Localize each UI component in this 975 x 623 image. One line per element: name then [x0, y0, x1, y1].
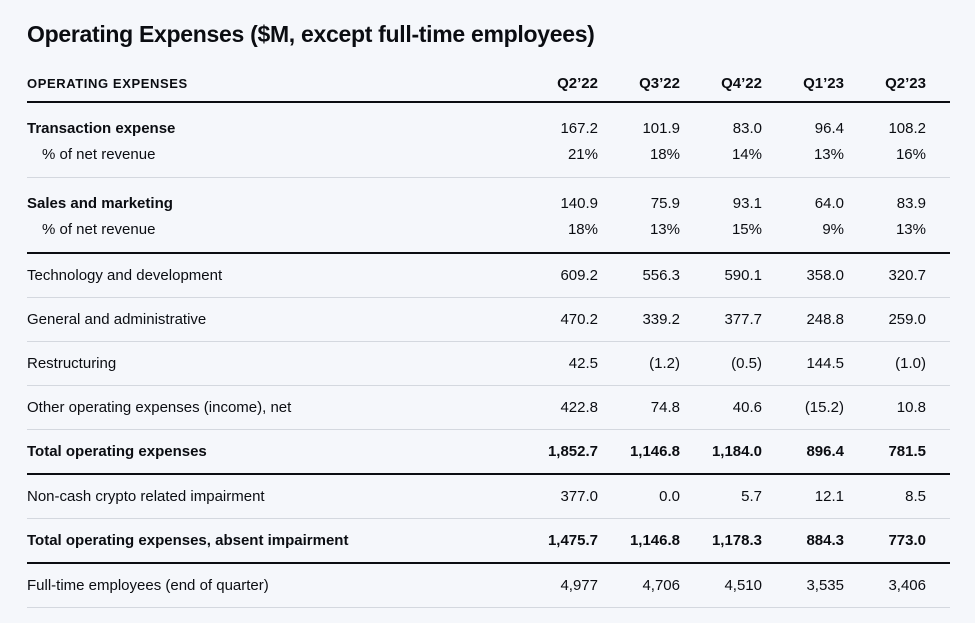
value-cell: 259.0	[888, 311, 926, 328]
table-row: Transaction expense 167.2 101.9 83.0 96.4 108…	[27, 103, 950, 142]
value-cell: 4,706	[642, 577, 680, 594]
operating-expenses-table: OPERATING EXPENSES Q2’22 Q3’22 Q4’22 Q1’…	[27, 74, 950, 608]
value-cell: 1,146.8	[629, 443, 680, 460]
row-label: Non-cash crypto related impairment	[27, 488, 265, 505]
value-cell: 1,146.8	[629, 532, 680, 549]
value-cell: 896.4	[806, 443, 844, 460]
table-body: Transaction expense 167.2 101.9 83.0 96.4 108…	[27, 103, 950, 608]
page-title: Operating Expenses ($M, except full-time…	[27, 21, 595, 47]
value-cell: 3,406	[888, 577, 926, 594]
row-label: % of net revenue	[42, 146, 156, 163]
row-label: Full-time employees (end of quarter)	[27, 577, 269, 594]
value-cell: 83.9	[896, 195, 926, 212]
column-header-q1-23: Q1’23	[803, 75, 844, 92]
table-row: Other operating expenses (income), net 42…	[27, 386, 950, 430]
value-cell: 470.2	[560, 311, 598, 328]
row-label: Restructuring	[27, 355, 117, 372]
value-cell: 3,535	[806, 577, 844, 594]
value-cell: 13%	[895, 221, 926, 238]
table-header-row: OPERATING EXPENSES Q2’22 Q3’22 Q4’22 Q1’…	[27, 74, 950, 103]
row-label: Other operating expenses (income), net	[27, 399, 292, 416]
value-cell: 1,184.0	[711, 443, 762, 460]
table-header-label: OPERATING EXPENSES	[27, 76, 188, 91]
value-cell: 64.0	[814, 195, 844, 212]
value-cell: 15%	[731, 221, 762, 238]
value-cell: 13%	[649, 221, 680, 238]
value-cell: 74.8	[650, 399, 680, 416]
row-label: General and administrative	[27, 311, 207, 328]
value-cell: 140.9	[560, 195, 598, 212]
row-label: Technology and development	[27, 267, 223, 284]
value-cell: (1.2)	[649, 355, 680, 372]
value-cell: 12.1	[814, 488, 844, 505]
value-cell: 42.5	[568, 355, 598, 372]
value-cell: 10.8	[896, 399, 926, 416]
table-row: General and administrative 470.2 339.2 377.…	[27, 298, 950, 342]
value-cell: 167.2	[560, 120, 598, 137]
row-label: % of net revenue	[42, 221, 156, 238]
row-label: Sales and marketing	[27, 195, 173, 212]
table-row: % of net revenue 18% 13% 15% 9% 13%	[27, 217, 950, 254]
value-cell: 884.3	[806, 532, 844, 549]
value-cell: 590.1	[724, 267, 762, 284]
value-cell: 14%	[731, 146, 762, 163]
value-cell: 773.0	[888, 532, 926, 549]
table-row: Non-cash crypto related impairment 377.0 0…	[27, 475, 950, 519]
value-cell: (1.0)	[895, 355, 926, 372]
value-cell: 96.4	[814, 120, 844, 137]
value-cell: 248.8	[806, 311, 844, 328]
value-cell: 609.2	[560, 267, 598, 284]
table-row: Full-time employees (end of quarter) 4,97…	[27, 564, 950, 608]
table-row: Total operating expenses, absent impairm…	[27, 519, 950, 564]
value-cell: 0.0	[659, 488, 680, 505]
value-cell: 339.2	[642, 311, 680, 328]
value-cell: 1,475.7	[547, 532, 598, 549]
value-cell: 377.0	[560, 488, 598, 505]
value-cell: 556.3	[642, 267, 680, 284]
value-cell: 5.7	[741, 488, 762, 505]
column-header-q2-23: Q2’23	[885, 75, 926, 92]
value-cell: 101.9	[642, 120, 680, 137]
column-header-q3-22: Q3’22	[639, 75, 680, 92]
value-cell: 9%	[822, 221, 844, 238]
value-cell: 83.0	[732, 120, 762, 137]
value-cell: 21%	[567, 146, 598, 163]
value-cell: 4,510	[724, 577, 762, 594]
value-cell: 781.5	[888, 443, 926, 460]
table-row: Technology and development 609.2 556.3 590.…	[27, 254, 950, 298]
value-cell: 320.7	[888, 267, 926, 284]
value-cell: 13%	[813, 146, 844, 163]
value-cell: 1,178.3	[711, 532, 762, 549]
value-cell: 75.9	[650, 195, 680, 212]
value-cell: 8.5	[905, 488, 926, 505]
value-cell: 377.7	[724, 311, 762, 328]
value-cell: (15.2)	[804, 399, 844, 416]
value-cell: 16%	[895, 146, 926, 163]
value-cell: 422.8	[560, 399, 598, 416]
value-cell: 93.1	[732, 195, 762, 212]
value-cell: (0.5)	[731, 355, 762, 372]
row-label: Total operating expenses, absent impairm…	[27, 532, 349, 549]
row-label: Transaction expense	[27, 120, 176, 137]
row-label: Total operating expenses	[27, 443, 207, 460]
table-row: Sales and marketing 140.9 75.9 93.1 64.0 83.9	[27, 178, 950, 217]
table-row: Total operating expenses 1,852.7 1,146.8 1,…	[27, 430, 950, 475]
value-cell: 358.0	[806, 267, 844, 284]
value-cell: 40.6	[732, 399, 762, 416]
column-header-q2-22: Q2’22	[557, 75, 598, 92]
value-cell: 1,852.7	[547, 443, 598, 460]
value-cell: 144.5	[806, 355, 844, 372]
value-cell: 18%	[567, 221, 598, 238]
value-cell: 108.2	[888, 120, 926, 137]
table-row: Restructuring 42.5 (1.2) (0.5) 144.5 (1.0)	[27, 342, 950, 386]
table-row: % of net revenue 21% 18% 14% 13% 16%	[27, 142, 950, 178]
value-cell: 4,977	[560, 577, 598, 594]
value-cell: 18%	[649, 146, 680, 163]
column-header-q4-22: Q4’22	[721, 75, 762, 92]
